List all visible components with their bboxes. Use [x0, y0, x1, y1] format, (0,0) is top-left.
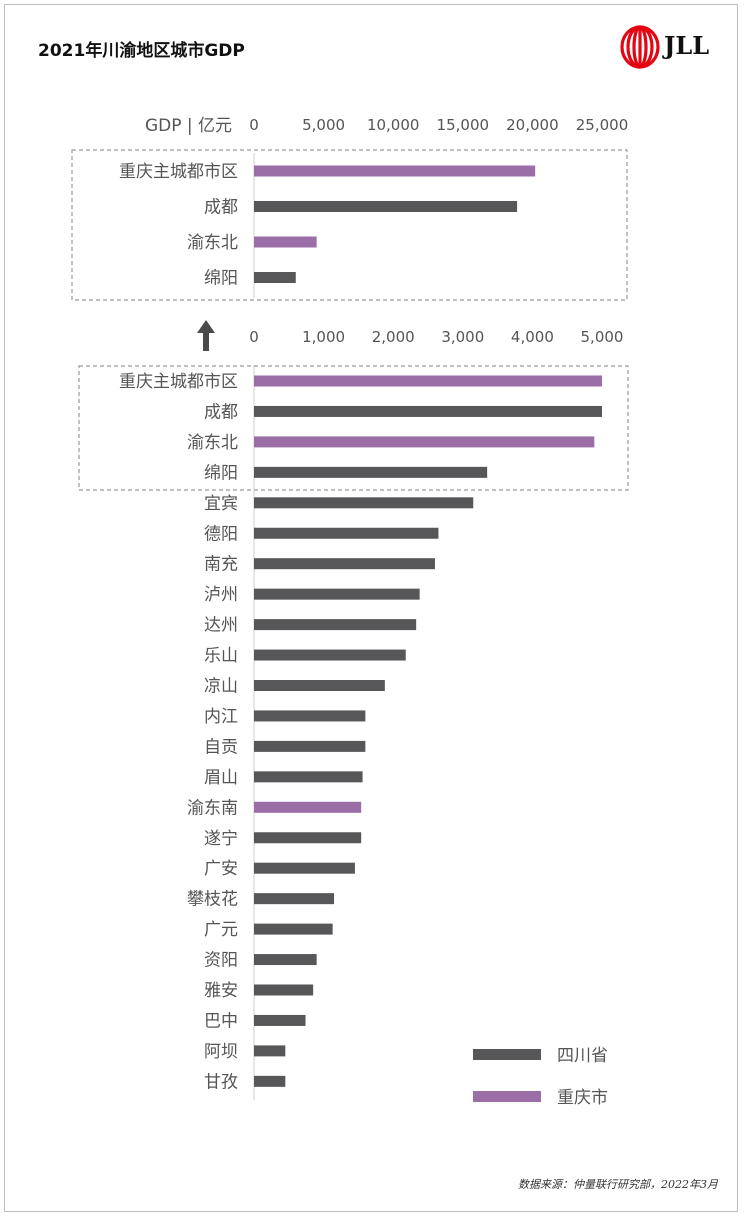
- category-label: 甘孜: [204, 1072, 238, 1092]
- legend-swatch-重庆市: [473, 1091, 541, 1102]
- category-label: 宜宾: [204, 494, 238, 514]
- bar-乐山: [254, 649, 406, 661]
- bar-绵阳: [254, 466, 488, 478]
- data-source-note: 数据来源：仲量联行研究部，2022年3月: [518, 1178, 718, 1191]
- tick-label: 15,000: [437, 116, 490, 134]
- category-label: 渝东北: [187, 233, 238, 253]
- bar-德阳: [254, 527, 439, 539]
- jll-logo-mark-icon: [620, 25, 660, 69]
- tick-label: 5,000: [581, 328, 624, 346]
- category-label: 成都: [204, 402, 238, 422]
- tick-label: 0: [249, 116, 259, 134]
- jll-logo: JLL: [620, 25, 720, 69]
- category-label: 南充: [204, 555, 238, 575]
- tick-label: 2,000: [372, 328, 415, 346]
- category-label: 渝东南: [187, 798, 238, 818]
- category-label: 乐山: [204, 646, 238, 666]
- category-label: 攀枝花: [187, 890, 238, 910]
- category-label: 遂宁: [204, 829, 238, 849]
- bar-成都: [254, 201, 518, 212]
- category-label: 资阳: [204, 951, 238, 971]
- bar-泸州: [254, 588, 420, 600]
- bar-眉山: [254, 771, 363, 783]
- tick-label: 25,000: [576, 116, 629, 134]
- bar-自贡: [254, 740, 366, 752]
- category-label: 渝东北: [187, 433, 238, 453]
- category-label: 自贡: [204, 737, 238, 757]
- tick-label: 20,000: [506, 116, 559, 134]
- bar-绵阳: [254, 272, 296, 283]
- category-label: 重庆主城都市区: [119, 372, 238, 392]
- category-label: 雅安: [204, 981, 238, 1001]
- tick-label: 10,000: [367, 116, 420, 134]
- category-label: 绵阳: [204, 269, 238, 289]
- logo-text: JLL: [664, 31, 710, 60]
- category-label: 凉山: [204, 677, 238, 697]
- chart-title: 2021年川渝地区城市GDP: [38, 41, 245, 61]
- tick-label: 3,000: [441, 328, 484, 346]
- bar-渝东南: [254, 801, 362, 813]
- bar-遂宁: [254, 832, 362, 844]
- category-label: 绵阳: [204, 463, 238, 483]
- tick-label: 5,000: [302, 116, 345, 134]
- highlight-dashed-box: [78, 365, 629, 491]
- category-label: 重庆主城都市区: [119, 162, 238, 182]
- bar-攀枝花: [254, 893, 335, 905]
- bar-广安: [254, 862, 355, 874]
- bar-雅安: [254, 984, 314, 996]
- category-label: 内江: [204, 707, 238, 727]
- category-label: 德阳: [204, 524, 238, 544]
- bar-宜宾: [254, 497, 474, 509]
- tick-label: 0: [249, 328, 259, 346]
- bar-广元: [254, 923, 333, 935]
- axis-unit-label: GDP | 亿元: [145, 116, 232, 136]
- top-panel-dashed-box: [71, 149, 628, 301]
- up-arrow-icon: [197, 320, 215, 351]
- bar-渝东北: [254, 436, 595, 448]
- category-label: 达州: [204, 616, 238, 636]
- category-label: 巴中: [204, 1011, 238, 1031]
- tick-label: 1,000: [302, 328, 345, 346]
- bar-南充: [254, 558, 435, 570]
- legend-swatch-四川省: [473, 1049, 541, 1060]
- bar-成都: [254, 405, 602, 417]
- category-label: 阿坝: [204, 1042, 238, 1062]
- legend-label: 四川省: [557, 1046, 608, 1066]
- bar-阿坝: [254, 1045, 286, 1057]
- category-label: 广安: [204, 859, 238, 879]
- category-label: 成都: [204, 198, 238, 218]
- figure-frame: [4, 4, 738, 1212]
- bar-重庆主城都市区: [254, 165, 536, 177]
- category-label: 广元: [204, 920, 238, 940]
- bar-内江: [254, 710, 366, 722]
- bar-凉山: [254, 680, 385, 691]
- legend-label: 重庆市: [557, 1088, 608, 1108]
- tick-label: 4,000: [511, 328, 554, 346]
- bar-资阳: [254, 954, 317, 966]
- category-label: 眉山: [204, 768, 238, 788]
- bar-甘孜: [254, 1075, 286, 1087]
- bar-渝东北: [254, 236, 317, 248]
- bar-重庆主城都市区: [254, 375, 602, 387]
- bar-巴中: [254, 1014, 306, 1026]
- category-label: 泸州: [204, 585, 238, 605]
- bar-达州: [254, 619, 417, 631]
